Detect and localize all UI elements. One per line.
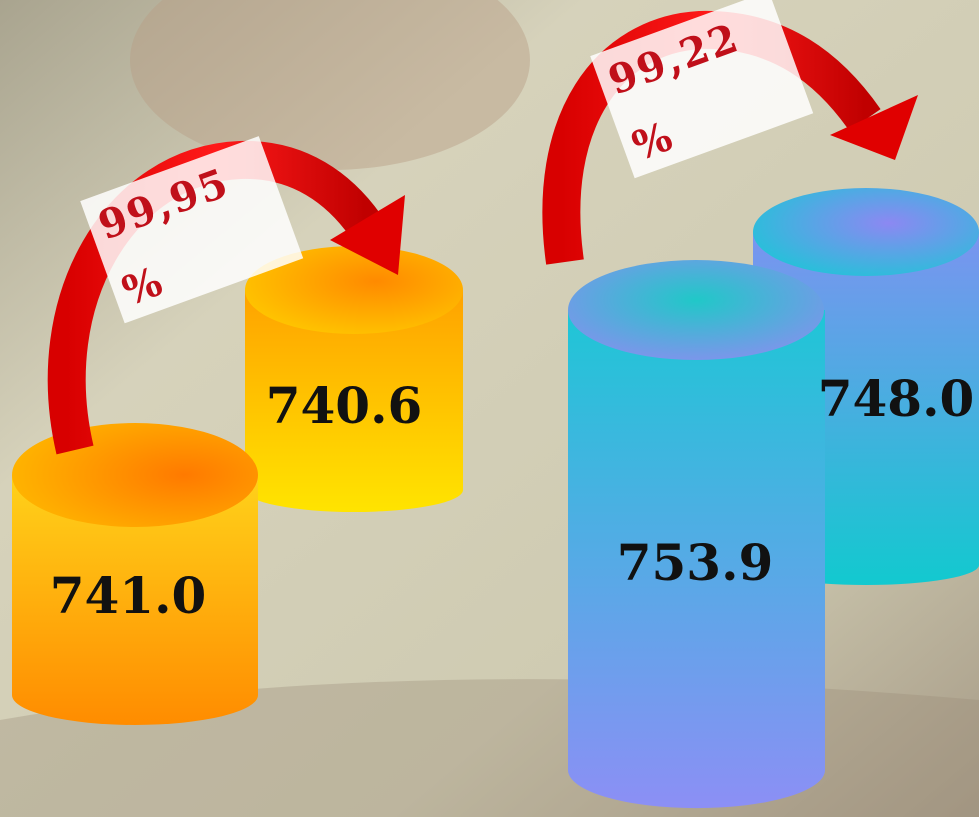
value-label: 741.0 — [50, 566, 207, 625]
cylinder — [568, 260, 825, 809]
value-label: 753.9 — [617, 533, 774, 592]
value-label: 748.0 — [818, 369, 975, 428]
percent-label: 99,95 % — [80, 136, 304, 324]
label-box — [590, 0, 814, 179]
background-hand — [130, 0, 530, 170]
label-box — [80, 136, 304, 324]
cylinder — [245, 246, 463, 512]
percent-label: 99,22 % — [590, 0, 814, 179]
value-label: 740.6 — [266, 376, 423, 435]
cylinder — [12, 423, 258, 725]
